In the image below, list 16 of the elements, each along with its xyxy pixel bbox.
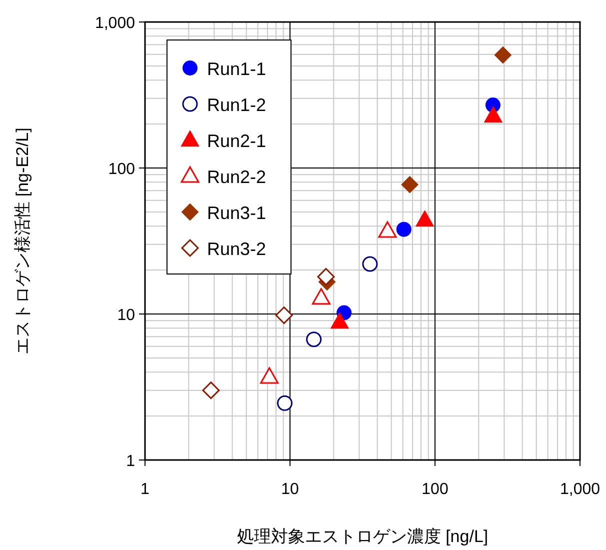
- y-tick-label: 100: [108, 161, 136, 178]
- x-tick-label: 1,000: [560, 481, 600, 498]
- x-tick-label: 100: [422, 481, 448, 498]
- legend-label: Run3-1: [207, 203, 266, 223]
- x-axis-title: 処理対象エストロゲン濃度 [ng/L]: [236, 527, 488, 546]
- y-tick-label: 1,000: [94, 15, 136, 32]
- legend-label: Run1-1: [207, 59, 266, 79]
- legend-label: Run2-1: [207, 131, 266, 151]
- x-tick-label: 10: [281, 481, 299, 498]
- legend-label: Run2-2: [207, 167, 266, 187]
- y-axis-title: エストロゲン様活性 [ng-E2/L]: [13, 128, 32, 354]
- y-tick-label: 1: [126, 453, 136, 470]
- legend-label: Run1-2: [207, 95, 266, 115]
- legend-label: Run3-2: [207, 239, 266, 259]
- y-tick-label: 10: [117, 307, 136, 324]
- x-tick-label: 1: [140, 481, 150, 498]
